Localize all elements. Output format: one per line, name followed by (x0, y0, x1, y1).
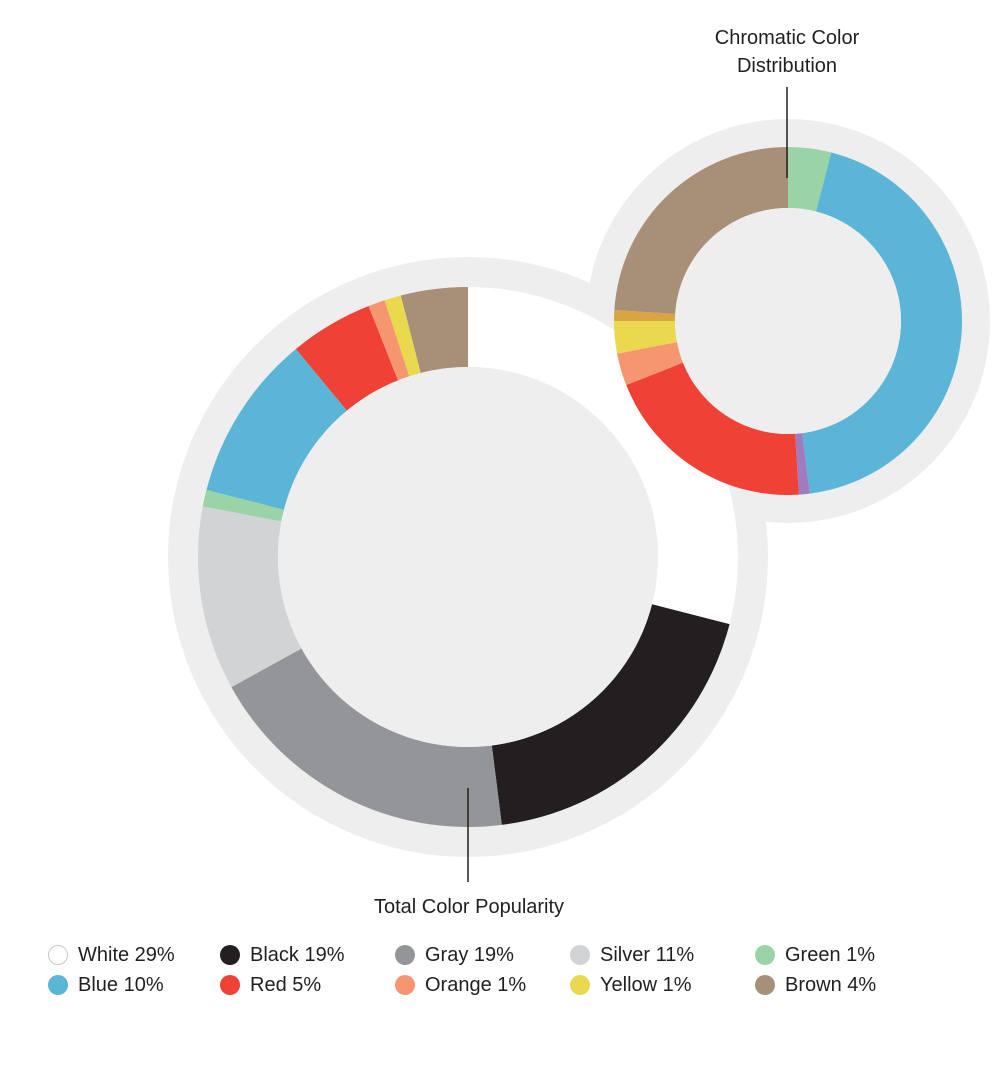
legend-label: Silver 11% (600, 943, 695, 966)
main-donut (198, 287, 738, 827)
main-donut-hole (278, 367, 658, 747)
legend-item-white: White 29% (48, 944, 220, 967)
chromatic-donut-slice-yellow (614, 321, 678, 354)
legend-label: Yellow 1% (600, 973, 692, 996)
main-donut-slice-black (491, 604, 730, 825)
legend-swatch (48, 945, 68, 965)
legend-item-orange: Orange 1% (395, 974, 570, 997)
chromatic-title-line2: Distribution (737, 55, 837, 77)
chromatic-donut-slice-red (626, 362, 799, 495)
legend-swatch (220, 945, 240, 965)
legend-label: Green 1% (785, 943, 876, 966)
legend-label: Brown 4% (785, 973, 877, 996)
legend-item-red: Red 5% (220, 974, 395, 997)
legend-label: Gray 19% (425, 943, 514, 966)
chromatic-donut-slice-green (788, 147, 832, 212)
legend: White 29% Black 19% Gray 19% Silver 11% … (48, 940, 948, 1000)
legend-swatch (395, 945, 415, 965)
legend-swatch (755, 975, 775, 995)
legend-swatch (395, 975, 415, 995)
legend-label: Orange 1% (425, 973, 527, 996)
main-title: Total Color Popularity (374, 896, 564, 918)
legend-item-gray: Gray 19% (395, 944, 570, 967)
legend-row-1: White 29% Black 19% Gray 19% Silver 11% … (48, 940, 948, 970)
legend-swatch (570, 975, 590, 995)
legend-item-black: Black 19% (220, 944, 395, 967)
main-donut-slice-white (468, 287, 738, 625)
legend-swatch (48, 975, 68, 995)
legend-item-brown: Brown 4% (755, 974, 905, 997)
chromatic-donut-slice-blue (802, 152, 962, 494)
legend-item-yellow: Yellow 1% (570, 974, 755, 997)
legend-label: Black 19% (250, 943, 345, 966)
main-donut-slice-orange (368, 300, 410, 381)
legend-swatch (755, 945, 775, 965)
legend-row-2: Blue 10% Red 5% Orange 1% Yellow 1% Brow… (48, 970, 948, 1000)
legend-item-blue: Blue 10% (48, 974, 220, 997)
chromatic-donut-slice-orange (617, 342, 683, 386)
legend-swatch (570, 945, 590, 965)
main-donut-slice-silver (198, 506, 302, 688)
main-donut-slice-yellow (384, 295, 421, 377)
legend-label: Blue 10% (78, 973, 164, 996)
legend-label: White 29% (78, 943, 175, 966)
main-donut-slice-brown (400, 287, 468, 373)
legend-item-green: Green 1% (755, 944, 905, 967)
main-donut-slice-green (202, 489, 284, 522)
donut-chart-figure: Chromatic Color Distribution Total Color… (168, 27, 990, 918)
chromatic-donut (614, 147, 962, 495)
main-donut-slice-blue (206, 348, 347, 510)
chromatic-donut-slice-brown (614, 147, 788, 314)
main-donut-slice-red (295, 305, 399, 411)
legend-label: Red 5% (250, 973, 322, 996)
chromatic-donut-slice-purple (795, 433, 810, 495)
main-donut-slice-gray (231, 648, 502, 827)
legend-item-silver: Silver 11% (570, 944, 755, 967)
chromatic-donut-hole (675, 208, 901, 434)
chromatic-title-line1: Chromatic Color (715, 27, 860, 49)
legend-swatch (220, 975, 240, 995)
chromatic-donut-slice-gold (614, 310, 676, 321)
